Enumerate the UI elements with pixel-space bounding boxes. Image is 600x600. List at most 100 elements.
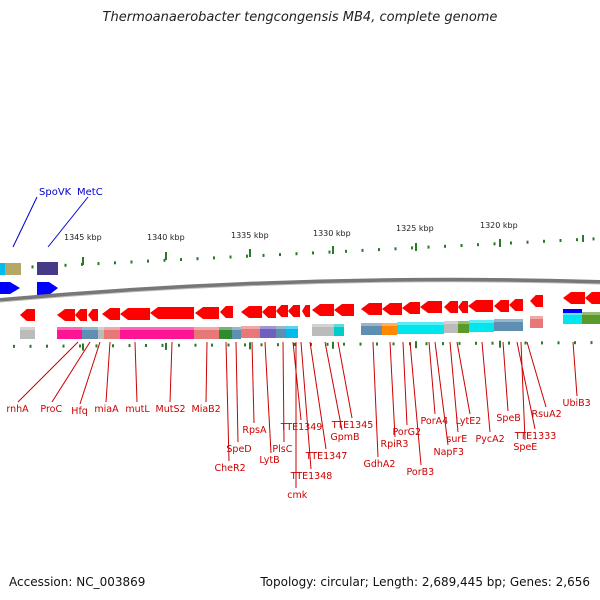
gene-arrow[interactable]	[382, 303, 402, 315]
page-title: Thermoanaerobacter tengcongensis MB4, co…	[102, 10, 498, 25]
gene-arrow[interactable]	[494, 300, 509, 312]
gene-arrow[interactable]	[530, 295, 543, 307]
gene-label-tte1333[interactable]: TTE1333	[514, 431, 557, 442]
gene-arrow-spovk[interactable]	[0, 282, 20, 294]
minor-tick	[359, 342, 362, 346]
gene-label-porg2[interactable]: PorG2	[393, 427, 422, 438]
gene-label-rpir3[interactable]: RpiR3	[381, 439, 409, 450]
gene-label-lytb[interactable]: LytB	[259, 455, 279, 466]
gene-arrow[interactable]	[241, 306, 262, 318]
major-tick	[415, 341, 417, 349]
gene-arrow[interactable]	[75, 309, 87, 321]
callout-line	[51, 341, 91, 403]
callout-line	[456, 341, 471, 415]
gene-arrow[interactable]	[402, 302, 420, 314]
gene-label-napf3[interactable]: NapF3	[434, 447, 464, 458]
gene-arrow[interactable]	[509, 299, 523, 311]
gene-label-porb3[interactable]: PorB3	[407, 467, 435, 478]
gene-arrow[interactable]	[150, 307, 194, 319]
gene-label-sped[interactable]: SpeD	[226, 444, 251, 455]
major-tick	[82, 257, 84, 265]
gene-label-metc[interactable]: MetC	[77, 187, 103, 198]
gene-label-pora4[interactable]: PorA4	[421, 416, 449, 427]
gene-arrow-metc[interactable]	[37, 282, 58, 295]
gene-label-mutl[interactable]: mutL	[125, 404, 150, 415]
gene-label-lyte2[interactable]: LytE2	[456, 416, 482, 427]
gene-label-sure[interactable]: surE	[446, 434, 467, 445]
gene-label-miab2[interactable]: MiaB2	[192, 404, 221, 415]
gene-label-rnha[interactable]: rnhA	[6, 404, 29, 415]
genome-summary: Topology: circular; Length: 2,689,445 bp…	[260, 575, 590, 589]
callout-line	[572, 341, 578, 397]
gene-arrow[interactable]	[288, 305, 300, 317]
callout-line	[79, 341, 101, 405]
minor-tick	[128, 344, 131, 348]
gene-arrow[interactable]	[276, 305, 288, 317]
gene-arrow[interactable]	[563, 292, 585, 304]
gene-label-hfq[interactable]: Hfq	[71, 406, 88, 417]
gene-arrow[interactable]	[220, 306, 233, 318]
feature-highlight	[312, 324, 334, 327]
gene-label-tte1345[interactable]: TTE1345	[331, 420, 374, 431]
gene-arrow[interactable]	[585, 292, 600, 304]
minor-tick	[262, 253, 265, 257]
gene-label-tte1347[interactable]: TTE1347	[305, 451, 348, 462]
feature-highlight	[260, 326, 276, 329]
gene-label-miaa[interactable]: miaA	[94, 404, 119, 415]
gene-arrow[interactable]	[444, 301, 458, 313]
gene-arrow[interactable]	[334, 304, 354, 316]
minor-tick	[293, 343, 296, 346]
callout-line	[225, 341, 230, 462]
gene-arrow[interactable]	[262, 306, 276, 318]
feature-highlight	[241, 326, 260, 329]
feature-highlight	[494, 319, 523, 322]
minor-tick	[114, 261, 116, 265]
gene-label-speb[interactable]: SpeB	[496, 413, 520, 424]
minor-tick	[425, 342, 428, 346]
callout-line	[409, 341, 422, 466]
minor-tick	[145, 344, 147, 347]
callout-line	[520, 341, 526, 441]
gene-arrow[interactable]	[195, 307, 219, 319]
gene-label-muts2[interactable]: MutS2	[156, 404, 186, 415]
gene-label-gdha2[interactable]: GdhA2	[364, 459, 396, 470]
gene-label-plsc[interactable]: PlsC	[272, 444, 292, 455]
minor-tick	[559, 239, 562, 242]
callout-line	[389, 341, 396, 438]
gene-arrow[interactable]	[57, 309, 75, 321]
feature-highlight	[286, 326, 298, 329]
gene-label-pyca2[interactable]: PycA2	[476, 434, 505, 445]
feature-highlight	[120, 327, 194, 330]
gene-label-gpmb[interactable]: GpmB	[330, 432, 359, 443]
minor-tick	[295, 252, 298, 256]
callout-line	[205, 341, 208, 403]
gene-arrow[interactable]	[88, 309, 98, 321]
feature-segment	[494, 319, 523, 331]
gene-label-cher2[interactable]: CheR2	[215, 463, 246, 474]
minor-tick	[460, 244, 463, 247]
gene-label-ubib3[interactable]: UbiB3	[563, 398, 591, 409]
minor-tick	[147, 259, 149, 263]
gene-arrow[interactable]	[302, 305, 310, 317]
gene-label-tte1348[interactable]: TTE1348	[290, 471, 333, 482]
feature-highlight	[563, 312, 582, 315]
gene-arrow[interactable]	[361, 303, 382, 315]
callout-line	[309, 341, 327, 450]
gene-arrow[interactable]	[312, 304, 334, 316]
gene-arrow[interactable]	[468, 300, 493, 312]
gene-label-proc[interactable]: ProC	[40, 404, 62, 415]
gene-label-spovk[interactable]: SpoVK	[39, 187, 72, 198]
gene-arrow[interactable]	[20, 309, 35, 321]
gene-arrow[interactable]	[120, 308, 150, 320]
major-tick	[249, 249, 251, 257]
gene-arrow[interactable]	[458, 301, 468, 313]
minor-tick	[31, 265, 34, 269]
gene-label-rpsa[interactable]: RpsA	[242, 425, 267, 436]
gene-arrow[interactable]	[420, 301, 442, 313]
gene-label-cmk[interactable]: cmk	[287, 490, 307, 501]
callout-line	[428, 341, 436, 415]
gene-label-spee[interactable]: SpeE	[513, 442, 537, 453]
gene-arrow[interactable]	[102, 308, 120, 320]
gene-label-tte1349[interactable]: TTE1349	[280, 422, 323, 433]
gene-label-rsua2[interactable]: RsuA2	[532, 409, 562, 420]
